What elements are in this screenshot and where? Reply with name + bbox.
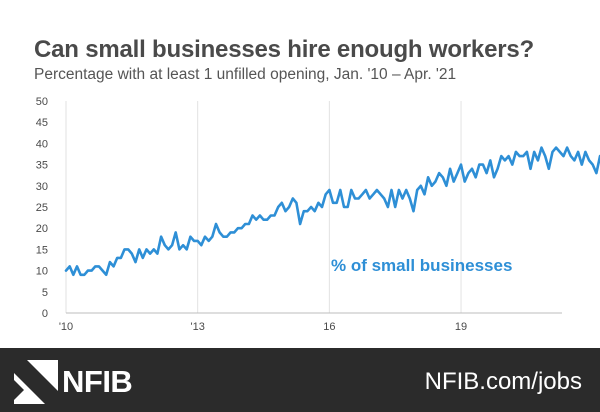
y-tick-label: 35	[36, 160, 48, 172]
chart-subtitle: Percentage with at least 1 unfilled open…	[34, 66, 457, 83]
y-tick-label: 0	[42, 308, 48, 320]
y-tick-label: 20	[36, 223, 48, 235]
footer-bar: NFIB NFIB.com/jobs	[0, 348, 600, 412]
brand-name: NFIB	[62, 364, 133, 399]
footer-url-link[interactable]: NFIB.com/jobs	[424, 368, 582, 395]
series-annotation: % of small businesses	[331, 256, 512, 275]
y-tick-label: 25	[36, 202, 48, 214]
x-tick-label: '13	[191, 321, 205, 333]
x-tick-label: '10	[59, 321, 73, 333]
nfib-logo-icon	[14, 360, 58, 404]
y-tick-label: 5	[42, 287, 48, 299]
line-chart: 0 5 10 15 20 25 30 35 40 45 50 '10 '13 16 19 % of sma…	[36, 96, 600, 333]
x-axis-ticks: '10 '13 16 19	[59, 321, 467, 333]
y-tick-label: 10	[36, 266, 48, 278]
y-tick-label: 15	[36, 244, 48, 256]
chart-title: Can small businesses hire enough workers…	[34, 36, 534, 63]
chart-card: Can small businesses hire enough workers…	[0, 0, 600, 348]
gridlines	[65, 101, 462, 313]
series-line	[64, 146, 600, 277]
y-axis-ticks: 0 5 10 15 20 25 30 35 40 45 50	[36, 96, 48, 320]
y-tick-label: 45	[36, 117, 48, 129]
y-tick-label: 50	[36, 96, 48, 108]
x-tick-label: 16	[323, 321, 335, 333]
y-tick-label: 40	[36, 138, 48, 150]
series-layer	[64, 146, 600, 277]
y-tick-label: 30	[36, 181, 48, 193]
x-tick-label: 19	[455, 321, 467, 333]
